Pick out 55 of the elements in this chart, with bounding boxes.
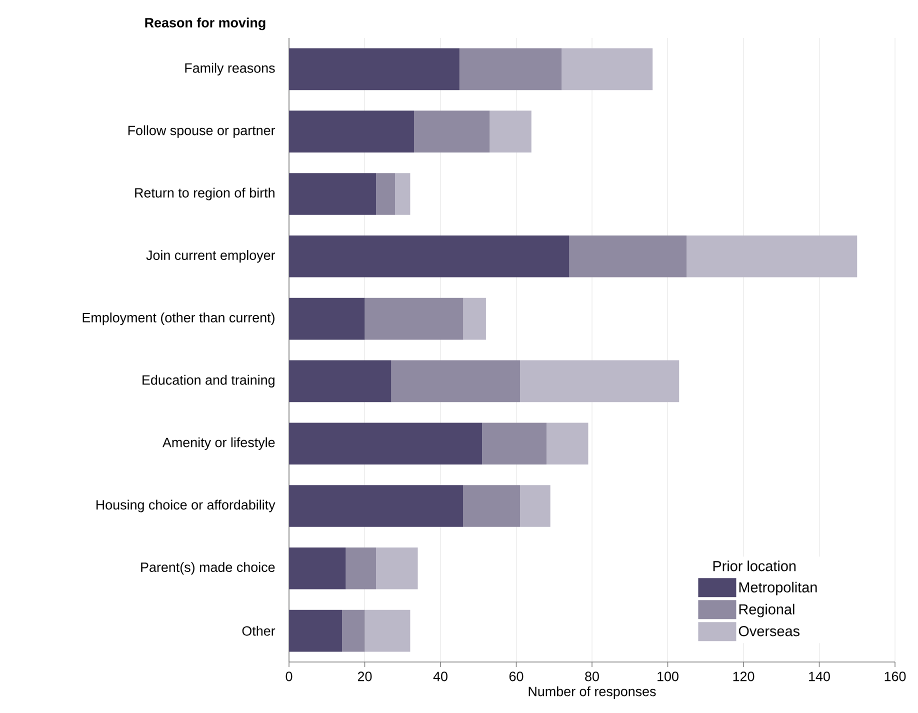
bar <box>289 610 342 652</box>
bar <box>289 422 482 464</box>
bar <box>482 422 547 464</box>
y-axis-title: Reason for moving <box>145 18 266 30</box>
bar <box>289 48 460 90</box>
legend-title: Prior location <box>713 560 796 572</box>
bar <box>342 610 365 652</box>
bar <box>459 48 562 90</box>
y-tick-label: Parent(s) made choice <box>141 562 275 575</box>
x-tick-label: 40 <box>433 672 448 682</box>
bar <box>562 48 653 90</box>
bar <box>490 110 532 152</box>
bar <box>289 298 365 340</box>
x-tick-label: 120 <box>733 672 754 682</box>
x-tick-label: 80 <box>585 672 599 682</box>
bar <box>463 298 486 340</box>
bar <box>376 173 396 215</box>
y-tick-label: Education and training <box>142 374 274 388</box>
bar <box>364 298 464 340</box>
bar <box>376 547 418 590</box>
x-tick-label: 140 <box>809 672 830 682</box>
bar <box>569 235 687 278</box>
bar <box>520 360 680 402</box>
x-tick-label: 160 <box>884 672 906 682</box>
bar <box>391 360 520 402</box>
legend-label: Overseas <box>738 626 800 636</box>
bar <box>395 173 410 215</box>
bar <box>686 235 858 278</box>
y-tick-label: Family reasons <box>185 62 275 76</box>
bar <box>364 610 410 652</box>
y-tick-label: Return to region of birth <box>135 188 274 200</box>
bar <box>463 485 520 527</box>
legend-label: Regional <box>739 604 794 618</box>
x-tick-label: 20 <box>358 672 372 682</box>
bar <box>520 485 550 527</box>
bar <box>289 173 376 215</box>
bar <box>414 110 490 152</box>
y-tick-label: Amenity or lifestyle <box>162 437 275 450</box>
x-tick-label: 60 <box>509 672 524 682</box>
bar <box>289 485 464 527</box>
x-axis-title: Number of responses <box>528 686 656 699</box>
x-tick-label: 0 <box>286 672 292 682</box>
bar <box>289 110 414 152</box>
y-tick-label: Housing choice or affordability <box>96 500 276 512</box>
y-tick-label: Employment (other than current) <box>82 312 274 326</box>
y-tick-label: Other <box>242 626 276 636</box>
x-tick-label: 100 <box>658 672 678 682</box>
bar <box>289 360 392 402</box>
bar <box>289 235 570 278</box>
legend-label: Metropolitan <box>739 582 817 596</box>
bar <box>346 547 376 590</box>
y-tick-label: Follow spouse or partner <box>128 125 276 138</box>
bar <box>546 422 588 464</box>
bar <box>289 547 346 590</box>
y-tick-label: Join current employer <box>146 250 276 263</box>
